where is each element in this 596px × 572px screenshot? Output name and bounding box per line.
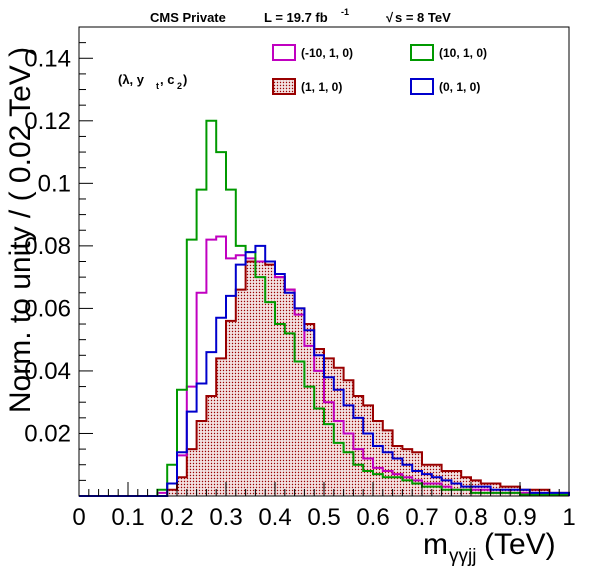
energy-label: s = 8 TeV [395,10,451,25]
x-tick-label: 0.6 [356,504,389,531]
legend-label: (0, 1, 0) [439,80,480,94]
params-mid: , c [160,72,174,87]
y-tick-label: 0.12 [24,108,71,135]
legend-swatch [410,44,434,61]
x-tick-label: 0.5 [307,504,340,531]
x-tick-label: 0 [72,504,85,531]
luminosity-exponent: -1 [341,7,349,17]
x-axis-title-sub: γγjj [449,546,476,567]
params-close: ) [183,72,187,87]
params-annotation: (λ, y t , c 2 ) [118,72,187,91]
x-axis-title: m γγjj (TeV) [423,528,556,567]
legend-entry: (10, 1, 0) [410,44,487,61]
params-sub-2: 2 [177,81,182,91]
x-tick-label: 0.3 [209,504,242,531]
sqrt-symbol: √ [386,10,394,25]
experiment-label: CMS Private [150,10,226,25]
legend-swatch [410,78,434,95]
luminosity-label: L = 19.7 fb [264,10,328,25]
x-axis-title-unit: (TeV) [484,528,556,561]
legend: (-10, 1, 0) (10, 1, 0) (1, 1, 0) (0, 1, 0) [272,44,487,95]
x-tick-label: 0.8 [454,504,487,531]
y-tick-label: 0.02 [24,420,71,447]
histograms [79,119,570,497]
legend-label: (10, 1, 0) [439,46,487,60]
x-tick-label: 0.1 [111,504,144,531]
y-tick-label: 0.08 [24,233,71,260]
axes: 0 0.1 0.2 0.3 0.4 0.5 0.6 0.7 0.8 0.9 1 0.02 0.04 0.0… [24,26,576,531]
legend-label: (-10, 1, 0) [301,46,353,60]
legend-entry: (0, 1, 0) [410,78,480,95]
legend-swatch [272,44,296,61]
y-tick-label: 0.04 [24,358,71,385]
histogram-series-3 [79,244,570,497]
header: CMS Private L = 19.7 fb -1 √ s = 8 TeV [150,7,451,25]
x-tick-label: 0.7 [405,504,438,531]
y-axis-title: Norm. to unity / ( 0.02 TeV ) [4,47,37,413]
params-open: (λ, y [118,72,145,87]
y-tick-label: 0.1 [38,170,71,197]
legend-swatch [272,78,296,95]
params-sub-t: t [156,81,159,91]
legend-entry: (1, 1, 0) [272,78,342,95]
x-tick-label: 0.2 [160,504,193,531]
legend-entry: (-10, 1, 0) [272,44,353,61]
x-axis-title-main: m [423,528,448,561]
x-tick-label: 0.9 [503,504,536,531]
histogram-series-1 [79,119,570,497]
y-tick-label: 0.06 [24,295,71,322]
legend-label: (1, 1, 0) [301,80,342,94]
x-tick-label: 0.4 [258,504,291,531]
x-tick-label: 1 [562,504,575,531]
y-tick-label: 0.14 [24,45,71,72]
